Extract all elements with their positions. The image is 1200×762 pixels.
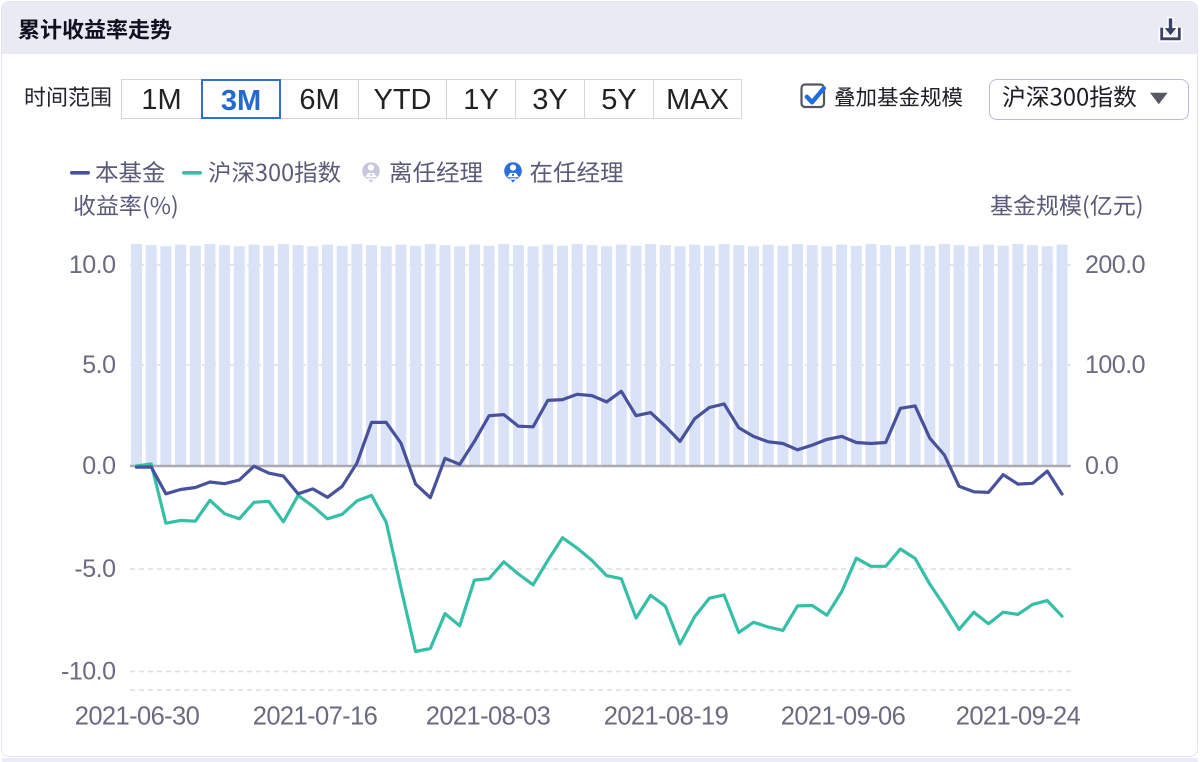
svg-text:-10.0: -10.0: [61, 658, 115, 686]
svg-text:0.0: 0.0: [82, 452, 115, 480]
svg-text:2021-09-06: 2021-09-06: [781, 703, 906, 731]
svg-text:100.0: 100.0: [1085, 351, 1145, 379]
svg-text:2021-08-19: 2021-08-19: [604, 703, 728, 731]
svg-text:2021-06-30: 2021-06-30: [75, 703, 200, 731]
svg-text:200.0: 200.0: [1085, 251, 1145, 279]
svg-text:2021-08-03: 2021-08-03: [426, 703, 551, 731]
svg-text:0.0: 0.0: [1085, 452, 1118, 480]
svg-text:10.0: 10.0: [69, 251, 116, 279]
svg-text:-5.0: -5.0: [74, 555, 115, 583]
svg-text:2021-09-24: 2021-09-24: [956, 703, 1081, 731]
svg-text:5.0: 5.0: [82, 351, 115, 379]
svg-text:2021-07-16: 2021-07-16: [253, 703, 378, 731]
